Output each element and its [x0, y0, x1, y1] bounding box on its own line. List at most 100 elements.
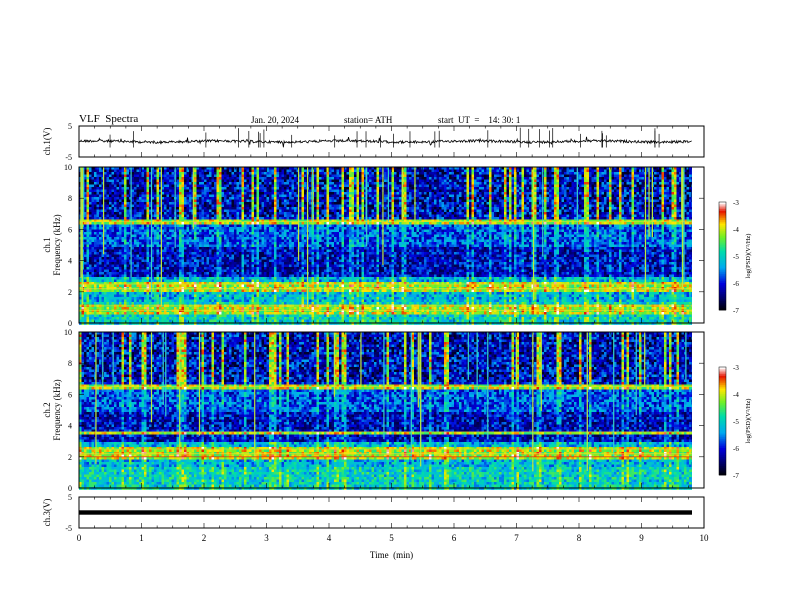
- spectrogram-cell: [369, 200, 372, 203]
- spectrogram-cell: [399, 190, 402, 193]
- spectrogram-cell: [574, 187, 577, 190]
- spectrogram-cell: [212, 195, 215, 198]
- spectrogram-cell: [219, 210, 222, 213]
- spectrogram-cell: [654, 195, 657, 198]
- spectrogram-cell: [609, 172, 612, 175]
- spectrogram-cell: [304, 215, 307, 218]
- spectrogram-cell: [154, 177, 157, 180]
- spectrogram-cell: [557, 172, 560, 175]
- spectrogram-cell: [254, 202, 257, 205]
- spectrogram-cell: [662, 197, 665, 200]
- spectrogram-cell: [262, 175, 265, 178]
- spectrogram-cell: [199, 170, 202, 173]
- spectrogram-cell: [172, 187, 175, 190]
- spectrogram-cell: [199, 182, 202, 185]
- spectrogram-cell: [614, 190, 617, 193]
- spectrogram-cell: [112, 207, 115, 210]
- spectrogram-cell: [672, 185, 675, 188]
- spectrogram-cell: [257, 202, 260, 205]
- spectrogram-cell: [237, 177, 240, 180]
- spectrogram-cell: [97, 207, 100, 210]
- spectrogram-cell: [494, 187, 497, 190]
- spectrogram-cell: [457, 187, 460, 190]
- spectrogram-cell: [517, 170, 520, 173]
- spectrogram-cell: [579, 207, 582, 210]
- spectrogram-cell: [219, 200, 222, 203]
- spectrogram-cell: [487, 172, 490, 175]
- spectrogram-cell: [394, 195, 397, 198]
- spectrogram-cell: [639, 197, 642, 200]
- spectrogram-cell: [487, 180, 490, 183]
- spectrogram-cell: [484, 215, 487, 218]
- spectrogram-cell: [539, 202, 542, 205]
- spectrogram-cell: [257, 200, 260, 203]
- spectrogram-cell: [339, 200, 342, 203]
- spectrogram-cell: [522, 207, 525, 210]
- spectrogram-cell: [229, 182, 232, 185]
- spectrogram-cell: [444, 207, 447, 210]
- spectrogram-cell: [407, 210, 410, 213]
- spectrogram-cell: [334, 177, 337, 180]
- spectrogram-cell: [324, 172, 327, 175]
- spectrogram-cell: [289, 180, 292, 183]
- spectrogram-cell: [262, 190, 265, 193]
- spectrogram-cell: [317, 177, 320, 180]
- spectrogram-cell: [632, 210, 635, 213]
- spectrogram-cell: [212, 197, 215, 200]
- spectrogram-cell: [407, 170, 410, 173]
- spectrogram-cell: [667, 172, 670, 175]
- spectrogram-cell: [637, 182, 640, 185]
- spectrogram-cell: [322, 172, 325, 175]
- spectrogram-cell: [184, 210, 187, 213]
- spectrogram-cell: [344, 212, 347, 215]
- spectrogram-cell: [514, 205, 517, 208]
- spectrogram-cell: [517, 175, 520, 178]
- spectrogram-cell: [207, 197, 210, 200]
- spectrogram-cell: [117, 182, 120, 185]
- spectrogram-cell: [452, 210, 455, 213]
- spectrogram-cell: [504, 170, 507, 173]
- spectrogram-cell: [504, 205, 507, 208]
- spectrogram-cell: [87, 205, 90, 208]
- spectrogram-cell: [559, 205, 562, 208]
- spectrogram-cell: [257, 212, 260, 215]
- spectrogram-cell: [587, 170, 590, 173]
- spectrogram-cell: [267, 175, 270, 178]
- spectrogram-cell: [689, 192, 692, 195]
- spectrogram-cell: [484, 212, 487, 215]
- spectrogram-cell: [112, 215, 115, 218]
- spectrogram-cell: [339, 207, 342, 210]
- spectrogram-cell: [127, 175, 130, 178]
- spectrogram-cell: [344, 205, 347, 208]
- spectrogram-cell: [634, 170, 637, 173]
- spectrogram-cell: [234, 180, 237, 183]
- spectrogram-cell: [524, 212, 527, 215]
- spectrogram-cell: [354, 190, 357, 193]
- spectrogram-cell: [157, 217, 160, 220]
- spectrogram-cell: [337, 170, 340, 173]
- spectrogram-cell: [94, 180, 97, 183]
- spectrogram-cell: [179, 210, 182, 213]
- spectrogram-cell: [109, 197, 112, 200]
- spectrogram-cell: [597, 170, 600, 173]
- spectrogram-cell: [144, 192, 147, 195]
- spectrogram-cell: [87, 182, 90, 185]
- spectrogram-cell: [447, 205, 450, 208]
- spectrogram-cell: [424, 180, 427, 183]
- spectrogram-cell: [592, 185, 595, 188]
- spectrogram-cell: [529, 180, 532, 183]
- spectrogram-cell: [112, 187, 115, 190]
- spectrogram-cell: [287, 212, 290, 215]
- spectrogram-cell: [672, 182, 675, 185]
- spectrogram-cell: [534, 205, 537, 208]
- spectrogram-cell: [177, 205, 180, 208]
- spectrogram-cell: [417, 212, 420, 215]
- spectrogram-cell: [372, 180, 375, 183]
- spectrogram-cell: [134, 190, 137, 193]
- spectrogram-cell: [559, 170, 562, 173]
- spectrogram-cell: [177, 185, 180, 188]
- spectrogram-cell: [459, 212, 462, 215]
- spectrogram-cell: [139, 195, 142, 198]
- spectrogram-cell: [89, 187, 92, 190]
- spectrogram-cell: [612, 197, 615, 200]
